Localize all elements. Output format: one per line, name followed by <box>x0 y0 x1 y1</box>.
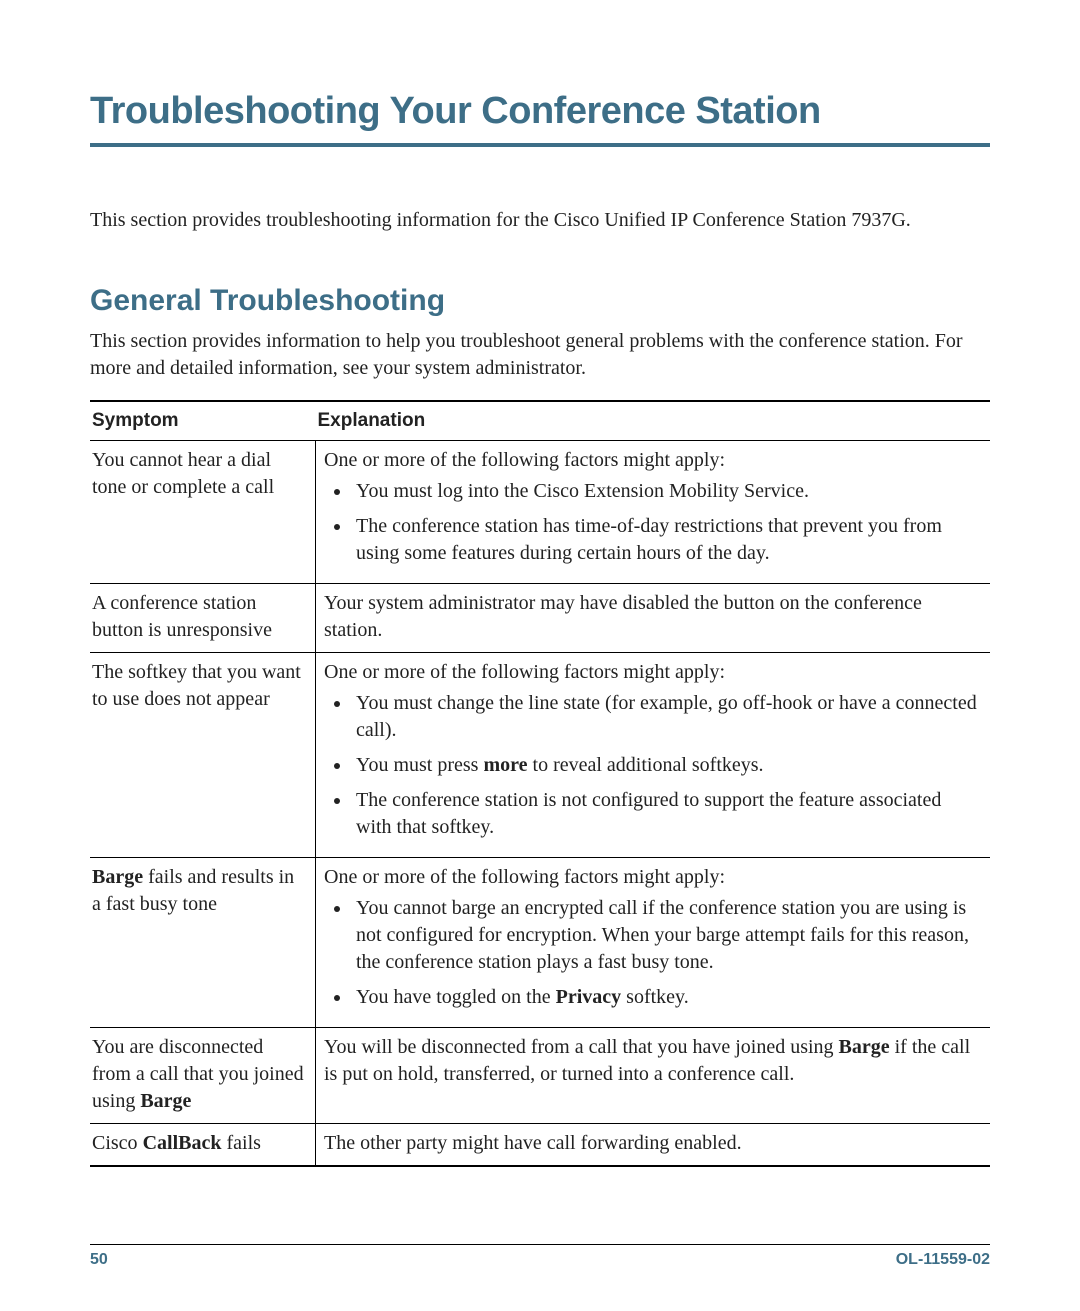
explanation-lead: You will be disconnected from a call tha… <box>324 1034 980 1088</box>
explanation-bullets: You must log into the Cisco Extension Mo… <box>324 478 980 567</box>
bullet-item: You have toggled on the Privacy softkey. <box>352 984 980 1011</box>
bullet-item: You must change the line state (for exam… <box>352 690 980 744</box>
symptom-cell: You are disconnected from a call that yo… <box>90 1027 316 1123</box>
section-title: General Troubleshooting <box>90 284 990 318</box>
symptom-cell: Cisco CallBack fails <box>90 1123 316 1166</box>
explanation-bullets: You cannot barge an encrypted call if th… <box>324 895 980 1011</box>
symptom-cell: A conference station button is unrespons… <box>90 583 316 652</box>
bullet-item: You must log into the Cisco Extension Mo… <box>352 478 980 505</box>
table-row: A conference station button is unrespons… <box>90 583 990 652</box>
table-row: The softkey that you want to use does no… <box>90 652 990 857</box>
footer-doc-id: OL-11559-02 <box>896 1251 990 1269</box>
col-header-explanation: Explanation <box>316 401 991 440</box>
explanation-cell: You will be disconnected from a call tha… <box>316 1027 991 1123</box>
explanation-lead: Your system administrator may have disab… <box>324 590 980 644</box>
table-header-row: Symptom Explanation <box>90 401 990 440</box>
explanation-cell: One or more of the following factors mig… <box>316 652 991 857</box>
bullet-item: You must press more to reveal additional… <box>352 752 980 779</box>
table-body: You cannot hear a dial tone or complete … <box>90 440 990 1166</box>
explanation-cell: The other party might have call forwardi… <box>316 1123 991 1166</box>
explanation-lead: One or more of the following factors mig… <box>324 447 980 474</box>
table-row: You cannot hear a dial tone or complete … <box>90 440 990 583</box>
bullet-item: The conference station is not configured… <box>352 787 980 841</box>
explanation-lead: One or more of the following factors mig… <box>324 864 980 891</box>
table-row: You are disconnected from a call that yo… <box>90 1027 990 1123</box>
table-row: Cisco CallBack fails The other party migh… <box>90 1123 990 1166</box>
footer-page-number: 50 <box>90 1251 108 1269</box>
section-intro: This section provides information to hel… <box>90 328 990 382</box>
troubleshoot-table: Symptom Explanation You cannot hear a di… <box>90 400 990 1167</box>
page-title: Troubleshooting Your Conference Station <box>90 90 990 133</box>
explanation-cell: One or more of the following factors mig… <box>316 440 991 583</box>
bullet-item: You cannot barge an encrypted call if th… <box>352 895 980 976</box>
intro-text: This section provides troubleshooting in… <box>90 207 990 234</box>
bullet-item: The conference station has time-of-day r… <box>352 513 980 567</box>
explanation-cell: One or more of the following factors mig… <box>316 857 991 1027</box>
page-footer: 50 OL-11559-02 <box>90 1244 990 1269</box>
col-header-symptom: Symptom <box>90 401 316 440</box>
symptom-cell: You cannot hear a dial tone or complete … <box>90 440 316 583</box>
explanation-lead: The other party might have call forwardi… <box>324 1130 980 1157</box>
symptom-cell: Barge fails and results in a fast busy t… <box>90 857 316 1027</box>
explanation-lead: One or more of the following factors mig… <box>324 659 980 686</box>
symptom-cell: The softkey that you want to use does no… <box>90 652 316 857</box>
explanation-bullets: You must change the line state (for exam… <box>324 690 980 841</box>
title-rule <box>90 143 990 147</box>
explanation-cell: Your system administrator may have disab… <box>316 583 991 652</box>
table-row: Barge fails and results in a fast busy t… <box>90 857 990 1027</box>
